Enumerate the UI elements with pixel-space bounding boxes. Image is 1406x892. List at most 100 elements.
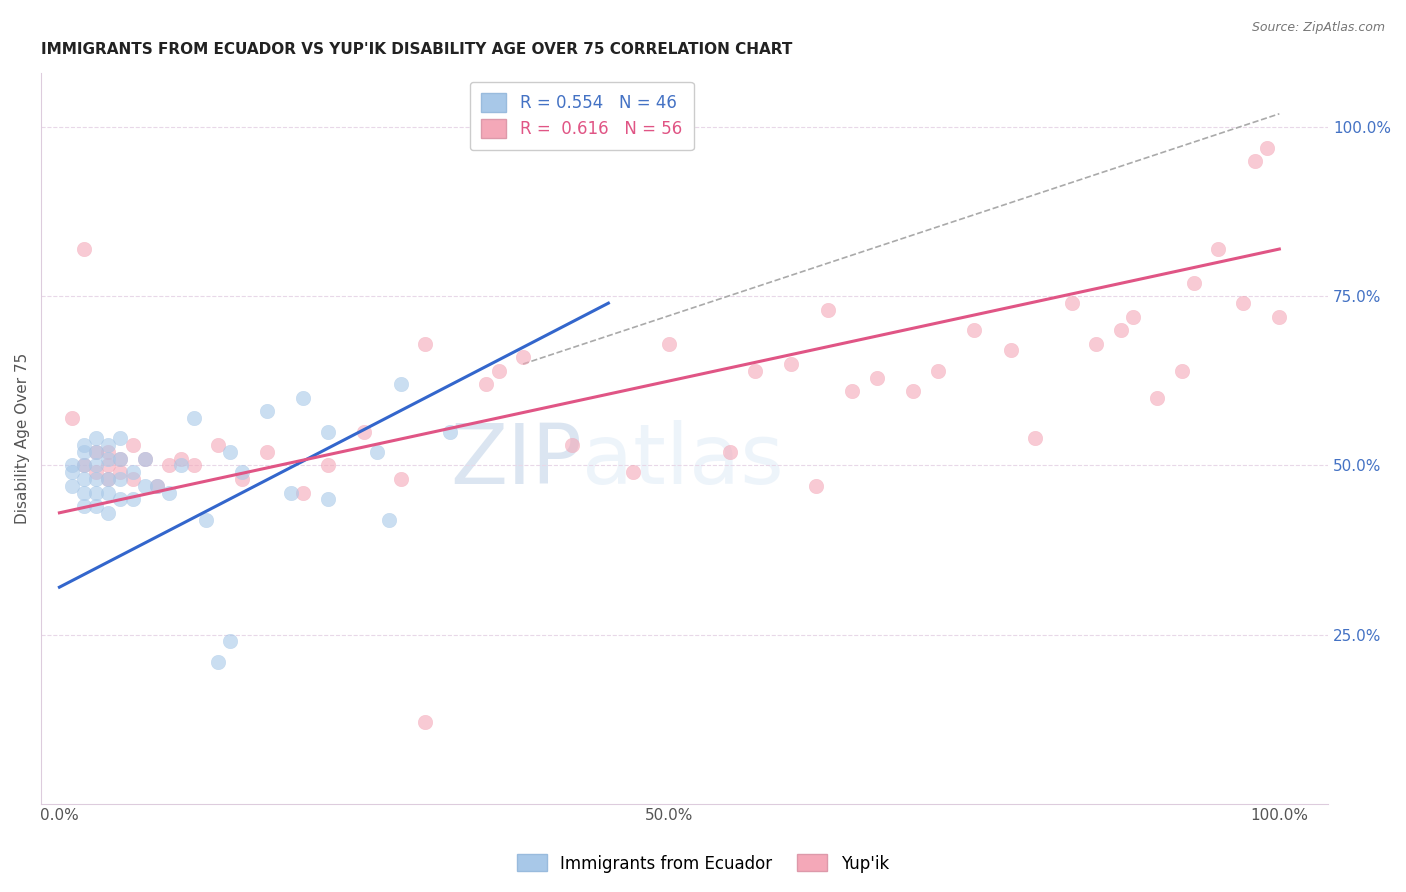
Point [1060, 296, 1083, 310]
Point [1024, 431, 1046, 445]
Point [97, 506, 120, 520]
Text: atlas: atlas [582, 420, 783, 500]
Point [1085, 336, 1108, 351]
Point [110, 492, 132, 507]
Point [219, 634, 242, 648]
Point [488, 364, 510, 378]
Point [292, 485, 315, 500]
Point [366, 445, 388, 459]
Point [157, 485, 180, 500]
Point [658, 336, 681, 351]
Point [84, 458, 107, 473]
Point [97, 451, 120, 466]
Point [84, 445, 107, 459]
Point [866, 370, 889, 384]
Point [110, 472, 132, 486]
Point [73, 499, 96, 513]
Point [1000, 343, 1022, 358]
Point [121, 492, 143, 507]
Point [183, 458, 205, 473]
Point [1122, 310, 1144, 324]
Point [804, 479, 827, 493]
Point [97, 485, 120, 500]
Point [292, 391, 315, 405]
Point [84, 431, 107, 445]
Point [231, 472, 253, 486]
Point [97, 472, 120, 486]
Point [744, 364, 766, 378]
Point [353, 425, 375, 439]
Point [73, 458, 96, 473]
Point [1268, 310, 1291, 324]
Point [183, 411, 205, 425]
Point [1109, 323, 1132, 337]
Point [1146, 391, 1168, 405]
Point [1256, 140, 1278, 154]
Point [97, 438, 120, 452]
Point [621, 465, 644, 479]
Point [841, 384, 863, 398]
Point [1208, 242, 1230, 256]
Point [316, 492, 339, 507]
Point [110, 451, 132, 466]
Point [146, 479, 169, 493]
Point [231, 465, 253, 479]
Point [1244, 154, 1267, 169]
Point [110, 465, 132, 479]
Point [134, 451, 156, 466]
Point [415, 336, 437, 351]
Point [194, 512, 217, 526]
Point [110, 431, 132, 445]
Point [780, 357, 803, 371]
Point [170, 451, 193, 466]
Point [439, 425, 461, 439]
Point [389, 472, 412, 486]
Point [475, 377, 498, 392]
Point [121, 472, 143, 486]
Point [84, 465, 107, 479]
Point [415, 715, 437, 730]
Point [84, 472, 107, 486]
Point [121, 465, 143, 479]
Legend: R = 0.554   N = 46, R =  0.616   N = 56: R = 0.554 N = 46, R = 0.616 N = 56 [470, 81, 693, 150]
Point [60, 479, 83, 493]
Point [97, 445, 120, 459]
Point [121, 438, 143, 452]
Point [60, 458, 83, 473]
Point [927, 364, 949, 378]
Point [963, 323, 986, 337]
Point [73, 458, 96, 473]
Point [97, 472, 120, 486]
Point [817, 302, 839, 317]
Point [84, 485, 107, 500]
Point [316, 425, 339, 439]
Point [389, 377, 412, 392]
Text: ZIP: ZIP [450, 420, 582, 500]
Point [718, 445, 741, 459]
Point [110, 451, 132, 466]
Point [561, 438, 583, 452]
Point [256, 445, 278, 459]
Point [134, 479, 156, 493]
Point [60, 465, 83, 479]
Point [84, 499, 107, 513]
Point [316, 458, 339, 473]
Point [84, 445, 107, 459]
Text: Source: ZipAtlas.com: Source: ZipAtlas.com [1251, 21, 1385, 34]
Point [60, 411, 83, 425]
Text: IMMIGRANTS FROM ECUADOR VS YUP'IK DISABILITY AGE OVER 75 CORRELATION CHART: IMMIGRANTS FROM ECUADOR VS YUP'IK DISABI… [41, 42, 793, 57]
Point [280, 485, 302, 500]
Point [903, 384, 925, 398]
Point [73, 438, 96, 452]
Point [207, 655, 229, 669]
Point [73, 472, 96, 486]
Point [512, 351, 534, 365]
Y-axis label: Disability Age Over 75: Disability Age Over 75 [15, 353, 30, 524]
Point [157, 458, 180, 473]
Point [256, 404, 278, 418]
Point [134, 451, 156, 466]
Point [146, 479, 169, 493]
Point [1171, 364, 1194, 378]
Point [207, 438, 229, 452]
Point [73, 242, 96, 256]
